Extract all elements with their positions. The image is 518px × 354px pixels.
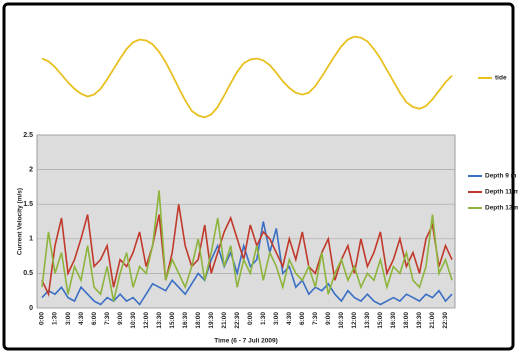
x-tick-label: 15:00 <box>377 312 384 329</box>
x-tick-label: 13:30 <box>156 312 163 329</box>
y-tick-label: 1.5 <box>23 201 33 208</box>
y-tick-label: 2.5 <box>23 132 33 139</box>
x-tick-label: 21:00 <box>221 312 228 329</box>
x-tick-label: 22:30 <box>442 312 449 329</box>
x-tick-label: 10:30 <box>338 312 345 329</box>
x-tick-label: 16:30 <box>390 312 397 329</box>
x-tick-label: 13:30 <box>364 312 371 329</box>
x-tick-label: 4:30 <box>286 312 293 325</box>
x-tick-label: 21:00 <box>429 312 436 329</box>
x-tick-label: 18:00 <box>403 312 410 329</box>
legend-label: Depth 11 m <box>485 189 518 196</box>
x-tick-label: 0:00 <box>39 312 46 325</box>
x-axis-title: Time (6 - 7 Juli 2009) <box>214 338 277 345</box>
series-line <box>41 190 453 302</box>
x-tick-label: 4:30 <box>78 312 85 325</box>
x-tick-label: 6:00 <box>299 312 306 325</box>
x-tick-label: 16:30 <box>182 312 189 329</box>
x-tick-label: 1:30 <box>52 312 59 325</box>
x-tick-label: 19:30 <box>416 312 423 329</box>
y-tick-label: 1 <box>29 236 33 243</box>
x-tick-label: 19:30 <box>208 312 215 329</box>
series-line <box>41 35 453 119</box>
legend-label: tide <box>495 75 507 82</box>
legend-label: Depth 13 m <box>485 205 518 212</box>
legend-label: Depth 9 m <box>485 173 517 180</box>
x-tick-label: 12:00 <box>143 312 150 329</box>
x-tick-label: 3:00 <box>65 312 72 325</box>
plot-area <box>36 134 456 309</box>
x-tick-label: 12:00 <box>351 312 358 329</box>
y-tick-label: 2 <box>29 166 33 173</box>
y-tick-label: 0.5 <box>23 270 33 277</box>
y-axis-title: Current Velocity (m/s) <box>17 188 24 255</box>
x-tick-label: 15:00 <box>169 312 176 329</box>
x-tick-label: 9:00 <box>117 312 124 325</box>
x-tick-label: 1:30 <box>260 312 267 325</box>
x-tick-label: 7:30 <box>312 312 319 325</box>
x-tick-label: 9:00 <box>325 312 332 325</box>
x-tick-label: 18:00 <box>195 312 202 329</box>
x-tick-label: 3:00 <box>273 312 280 325</box>
x-tick-label: 7:30 <box>104 312 111 325</box>
series-line <box>41 204 453 298</box>
series-line <box>41 221 453 306</box>
y-tick-label: 0 <box>29 305 33 312</box>
x-tick-label: 0:00 <box>247 312 254 325</box>
x-tick-label: 6:00 <box>91 312 98 325</box>
x-tick-label: 22:30 <box>234 312 241 329</box>
x-tick-label: 10:30 <box>130 312 137 329</box>
